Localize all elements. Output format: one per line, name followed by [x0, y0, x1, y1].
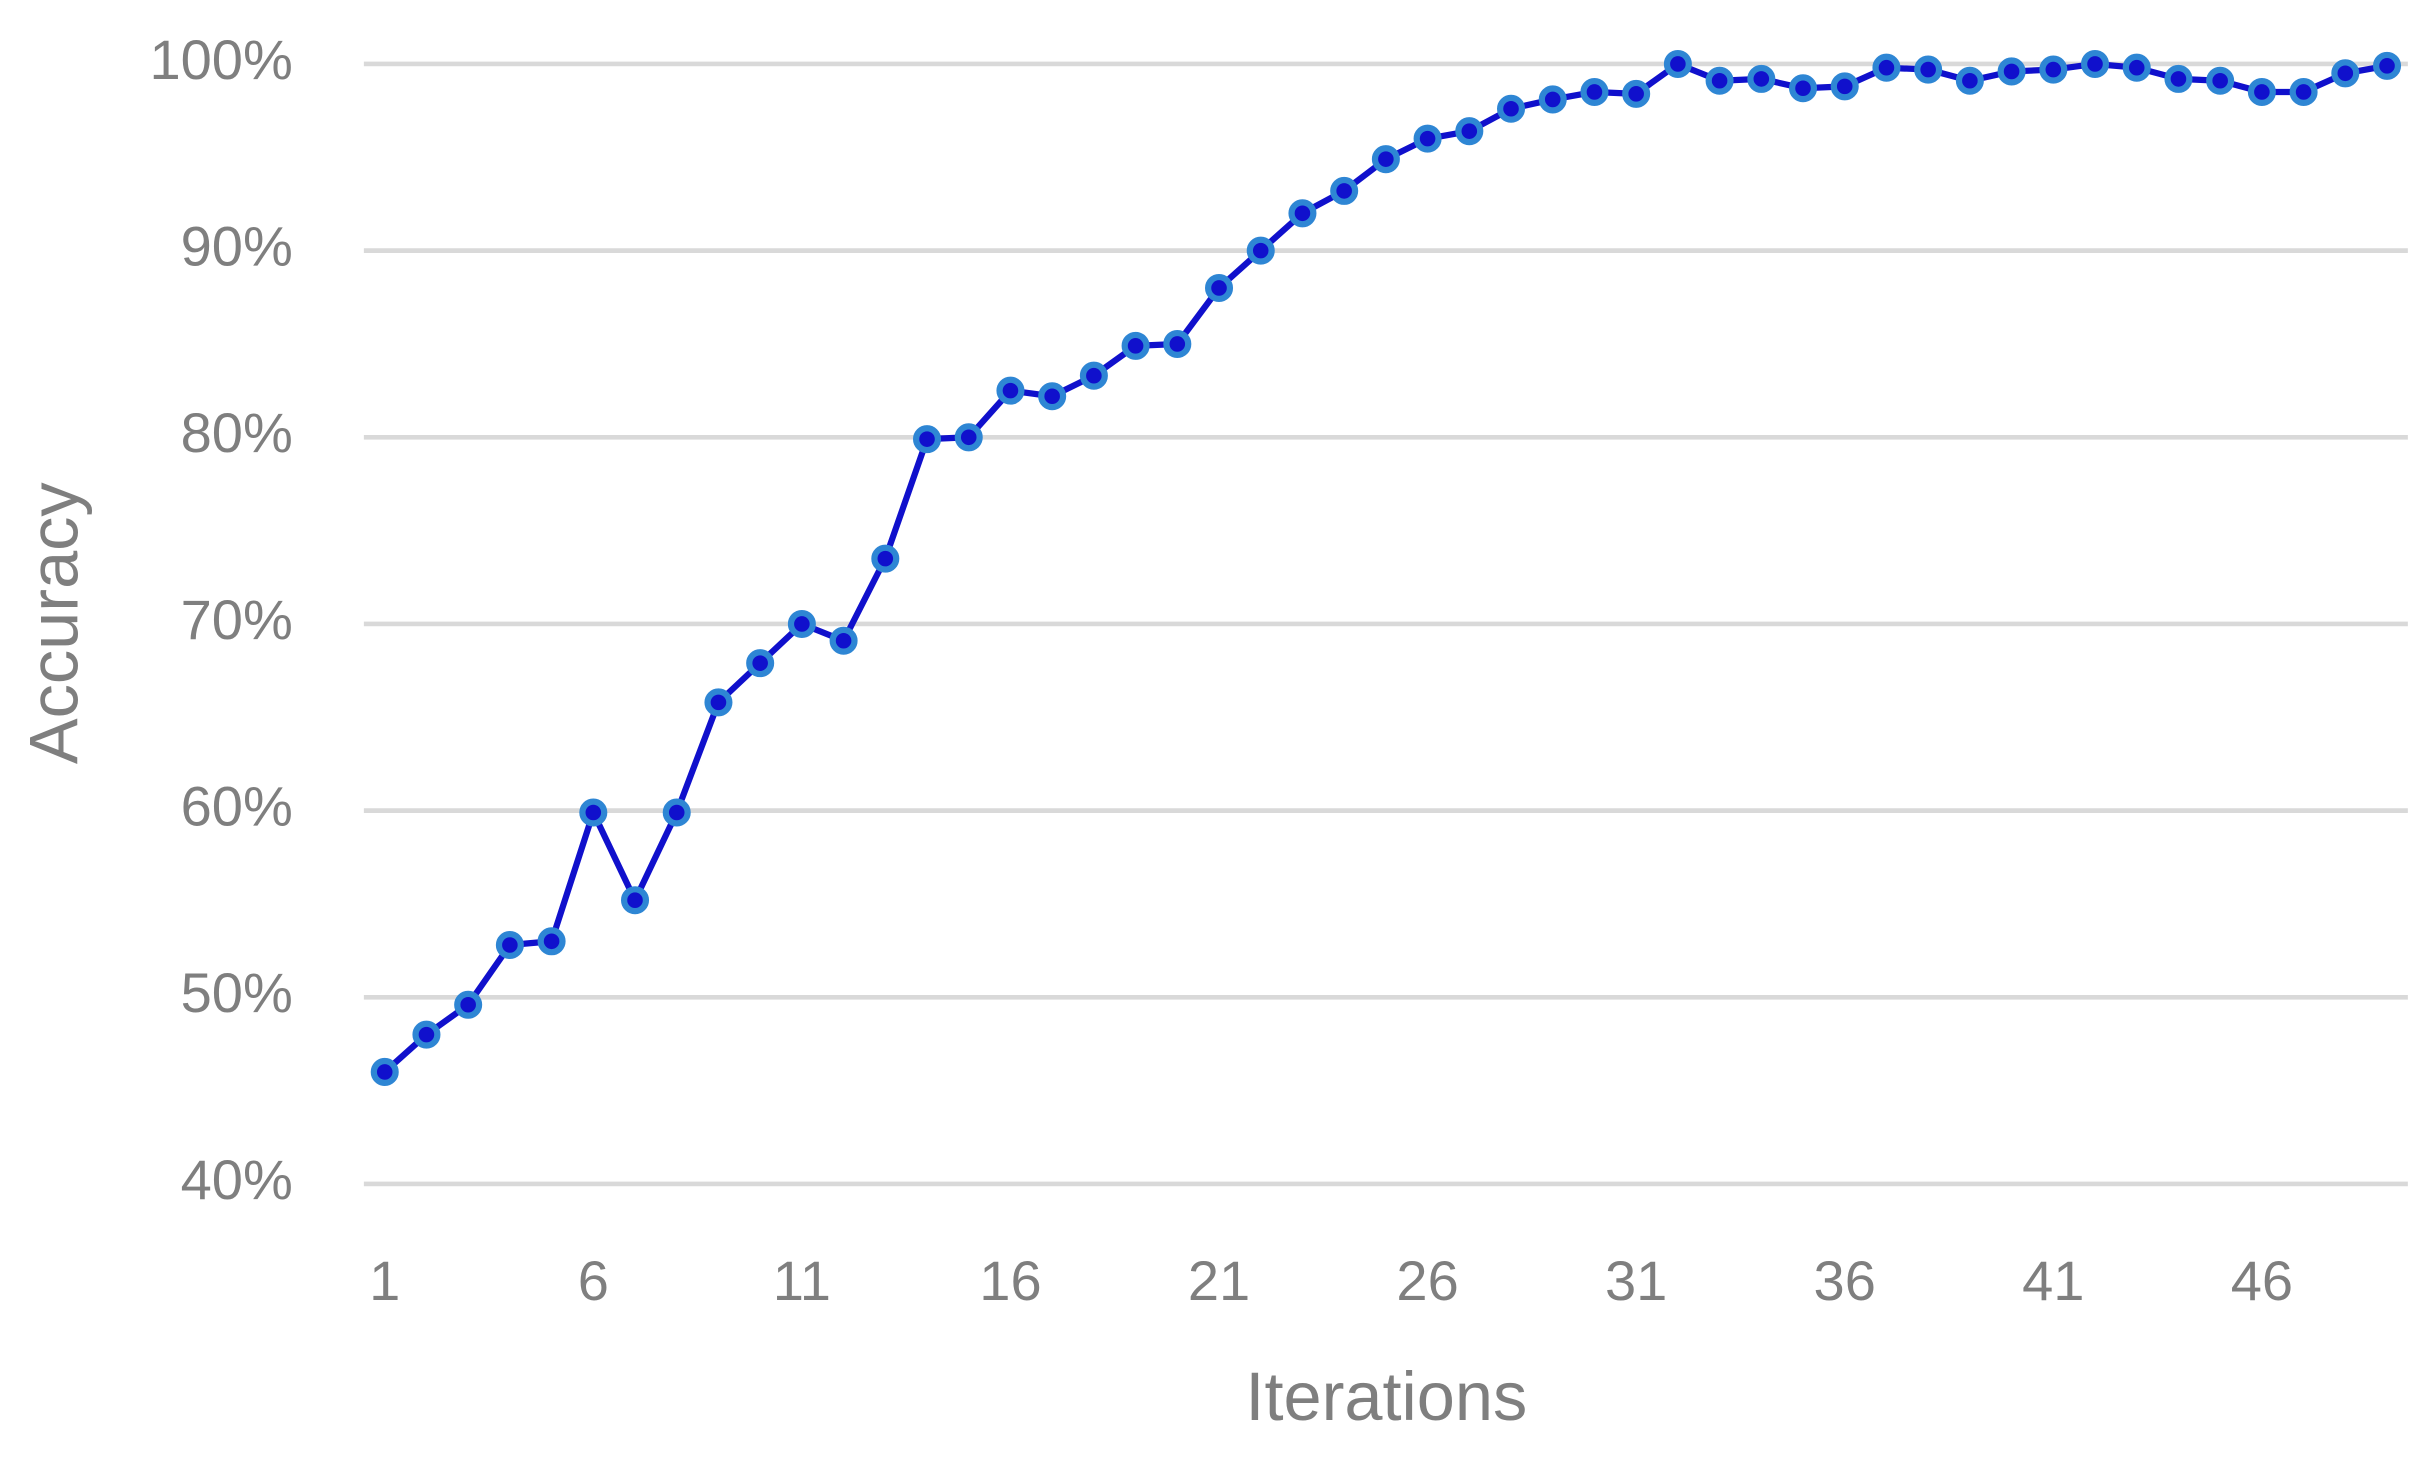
y-tick-label: 90%	[181, 214, 293, 277]
data-point	[2247, 77, 2276, 106]
data-point	[1371, 145, 1400, 174]
data-point	[454, 990, 483, 1019]
data-point	[1538, 85, 1567, 114]
y-tick-label: 80%	[181, 401, 293, 464]
data-point	[2289, 77, 2318, 106]
data-point	[1330, 176, 1359, 205]
x-tick-label: 31	[1605, 1249, 1667, 1312]
data-point	[2039, 55, 2068, 84]
y-tick-label: 70%	[181, 588, 293, 651]
x-tick-label: 46	[2231, 1249, 2293, 1312]
data-point	[1789, 74, 1818, 103]
x-axis-title: Iterations	[1245, 1358, 1527, 1435]
data-point	[1288, 199, 1317, 228]
x-tick-label: 16	[979, 1249, 1041, 1312]
x-tick-label: 1	[369, 1249, 400, 1312]
data-point	[2081, 49, 2110, 78]
data-point	[2373, 51, 2402, 80]
data-point	[1413, 124, 1442, 153]
x-tick-label: 11	[773, 1249, 831, 1312]
data-point	[1622, 79, 1651, 108]
data-point	[1497, 94, 1526, 123]
data-point	[2206, 66, 2235, 95]
data-point	[1079, 361, 1108, 390]
data-point	[829, 626, 858, 655]
data-point	[2122, 53, 2151, 82]
data-point	[1163, 329, 1192, 358]
data-point	[996, 376, 1025, 405]
data-point	[787, 609, 816, 638]
data-point	[1038, 382, 1067, 411]
y-tick-label: 50%	[181, 961, 293, 1024]
y-tick-label: 40%	[181, 1148, 293, 1211]
data-point	[1747, 64, 1776, 93]
data-point	[1455, 117, 1484, 146]
data-point	[1705, 66, 1734, 95]
data-point	[1914, 55, 1943, 84]
y-tick-label: 100%	[149, 28, 292, 91]
data-point	[1997, 57, 2026, 86]
x-tick-label: 41	[2022, 1249, 2084, 1312]
data-point	[1205, 273, 1234, 302]
x-tick-label: 21	[1188, 1249, 1250, 1312]
data-point	[2331, 59, 2360, 88]
data-point	[704, 688, 733, 717]
data-point	[1121, 331, 1150, 360]
data-point	[662, 798, 691, 827]
data-point	[537, 927, 566, 956]
data-line	[382, 60, 2388, 1075]
y-tick-label: 60%	[181, 774, 293, 837]
data-point	[954, 423, 983, 452]
data-point	[746, 649, 775, 678]
data-point	[495, 931, 524, 960]
data-point	[1663, 49, 1692, 78]
data-point	[1830, 72, 1859, 101]
x-tick-label: 6	[578, 1249, 609, 1312]
data-point	[579, 798, 608, 827]
x-tick-label: 26	[1396, 1249, 1458, 1312]
data-point	[1872, 53, 1901, 82]
data-point	[1955, 66, 1984, 95]
data-point	[1246, 236, 1275, 265]
data-point	[621, 886, 650, 915]
y-axis-title: Accuracy	[15, 482, 92, 764]
data-point	[1580, 77, 1609, 106]
data-point	[871, 544, 900, 573]
data-point	[370, 1057, 399, 1086]
data-point	[913, 425, 942, 454]
data-point	[412, 1020, 441, 1049]
data-point	[2164, 64, 2193, 93]
x-tick-label: 36	[1814, 1249, 1876, 1312]
